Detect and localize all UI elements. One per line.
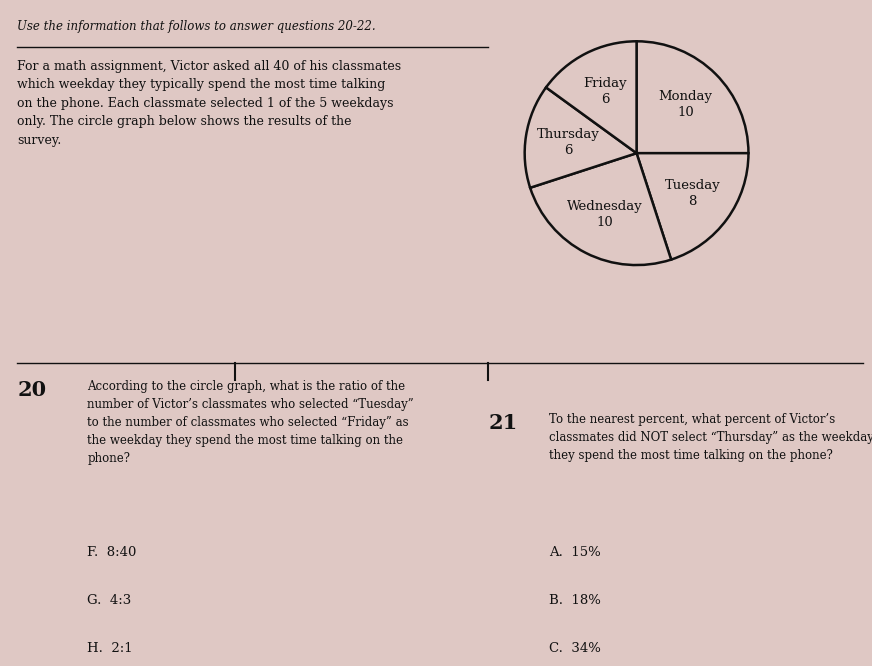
Text: Wednesday
10: Wednesday 10 [567, 200, 643, 230]
Text: Monday
10: Monday 10 [658, 90, 712, 119]
Text: A.  15%: A. 15% [549, 546, 601, 559]
Text: F.  8:40: F. 8:40 [87, 546, 137, 559]
Text: According to the circle graph, what is the ratio of the
number of Victor’s class: According to the circle graph, what is t… [87, 380, 414, 465]
Text: B.  18%: B. 18% [549, 594, 601, 607]
Text: For a math assignment, Victor asked all 40 of his classmates
which weekday they : For a math assignment, Victor asked all … [17, 60, 402, 147]
Text: Thursday
6: Thursday 6 [536, 128, 599, 157]
Wedge shape [546, 41, 637, 153]
Text: H.  2:1: H. 2:1 [87, 642, 133, 655]
Wedge shape [530, 153, 671, 265]
Text: Tuesday
8: Tuesday 8 [664, 179, 720, 208]
Text: 21: 21 [488, 413, 518, 433]
Text: To the nearest percent, what percent of Victor’s
classmates did NOT select “Thur: To the nearest percent, what percent of … [549, 413, 872, 462]
Text: Use the information that follows to answer questions 20-22.: Use the information that follows to answ… [17, 20, 376, 33]
Wedge shape [637, 41, 748, 153]
Text: G.  4:3: G. 4:3 [87, 594, 132, 607]
Text: C.  34%: C. 34% [549, 642, 601, 655]
Text: Friday
6: Friday 6 [583, 77, 627, 106]
Wedge shape [525, 87, 637, 188]
Wedge shape [637, 153, 748, 260]
Text: 20: 20 [17, 380, 46, 400]
